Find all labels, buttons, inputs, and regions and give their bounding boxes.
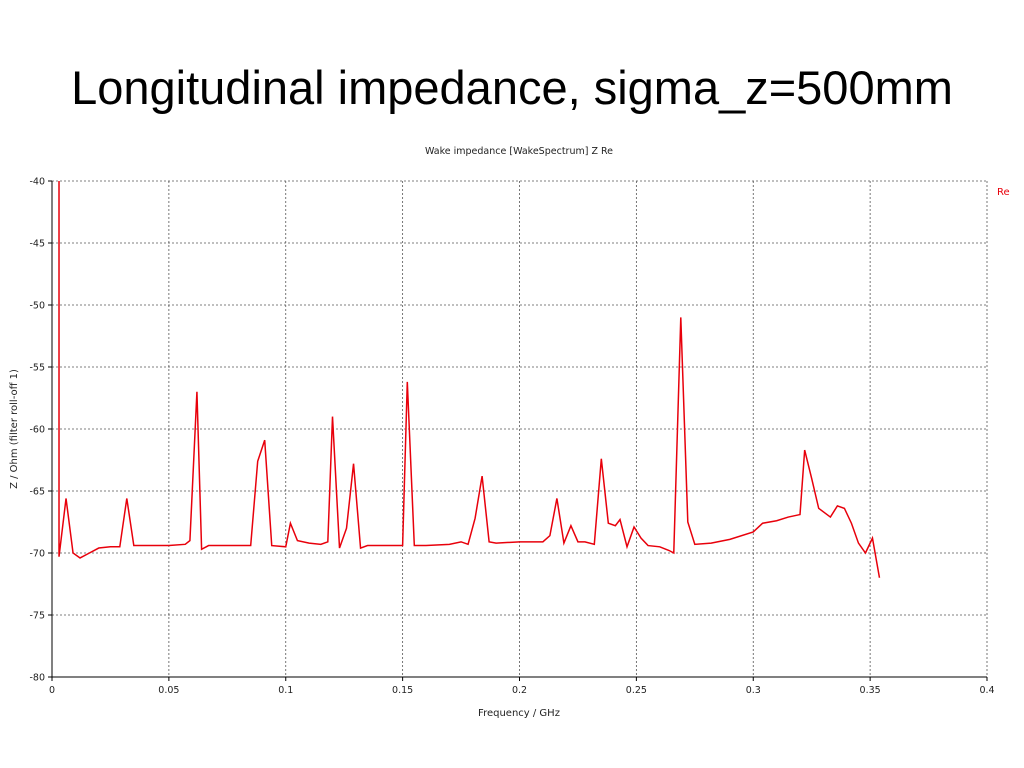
y-tick-label: -70 <box>29 549 45 560</box>
y-tick-label: -45 <box>29 239 45 250</box>
x-tick-label: 0.15 <box>392 685 413 696</box>
x-tick-label: 0.25 <box>626 685 647 696</box>
x-tick-label: 0.4 <box>979 685 994 696</box>
axes <box>48 180 988 681</box>
y-tick-label: -60 <box>29 425 45 436</box>
x-tick-label: 0.3 <box>746 685 761 696</box>
y-tick-label: -80 <box>29 673 45 684</box>
x-tick-label: 0.1 <box>278 685 293 696</box>
legend-entry-re: Re <box>997 187 1010 198</box>
grid-lines <box>52 180 988 677</box>
slide-title: Longitudinal impedance, sigma_z=500mm <box>71 61 953 114</box>
y-tick-label: -75 <box>29 611 45 622</box>
x-tick-label: 0 <box>49 685 55 696</box>
chart-title: Wake impedance [WakeSpectrum] Z Re <box>425 146 613 157</box>
x-tick-label: 0.2 <box>512 685 527 696</box>
x-tick-label: 0.05 <box>158 685 179 696</box>
y-tick-label: -65 <box>29 487 45 498</box>
tick-labels: 0 0.05 0.1 0.15 0.2 0.25 0.3 0.35 0.4 -40 -45 -50 -5… <box>29 177 994 697</box>
x-tick-label: 0.35 <box>860 685 881 696</box>
y-tick-label: -50 <box>29 301 45 312</box>
x-axis-label: Frequency / GHz <box>478 708 560 719</box>
y-axis-label: Z / Ohm (filter roll-off 1) <box>9 369 20 489</box>
series-line-re <box>58 181 881 578</box>
series-layer <box>58 181 881 578</box>
y-tick-label: -55 <box>29 363 45 374</box>
y-tick-label: -40 <box>29 177 45 188</box>
